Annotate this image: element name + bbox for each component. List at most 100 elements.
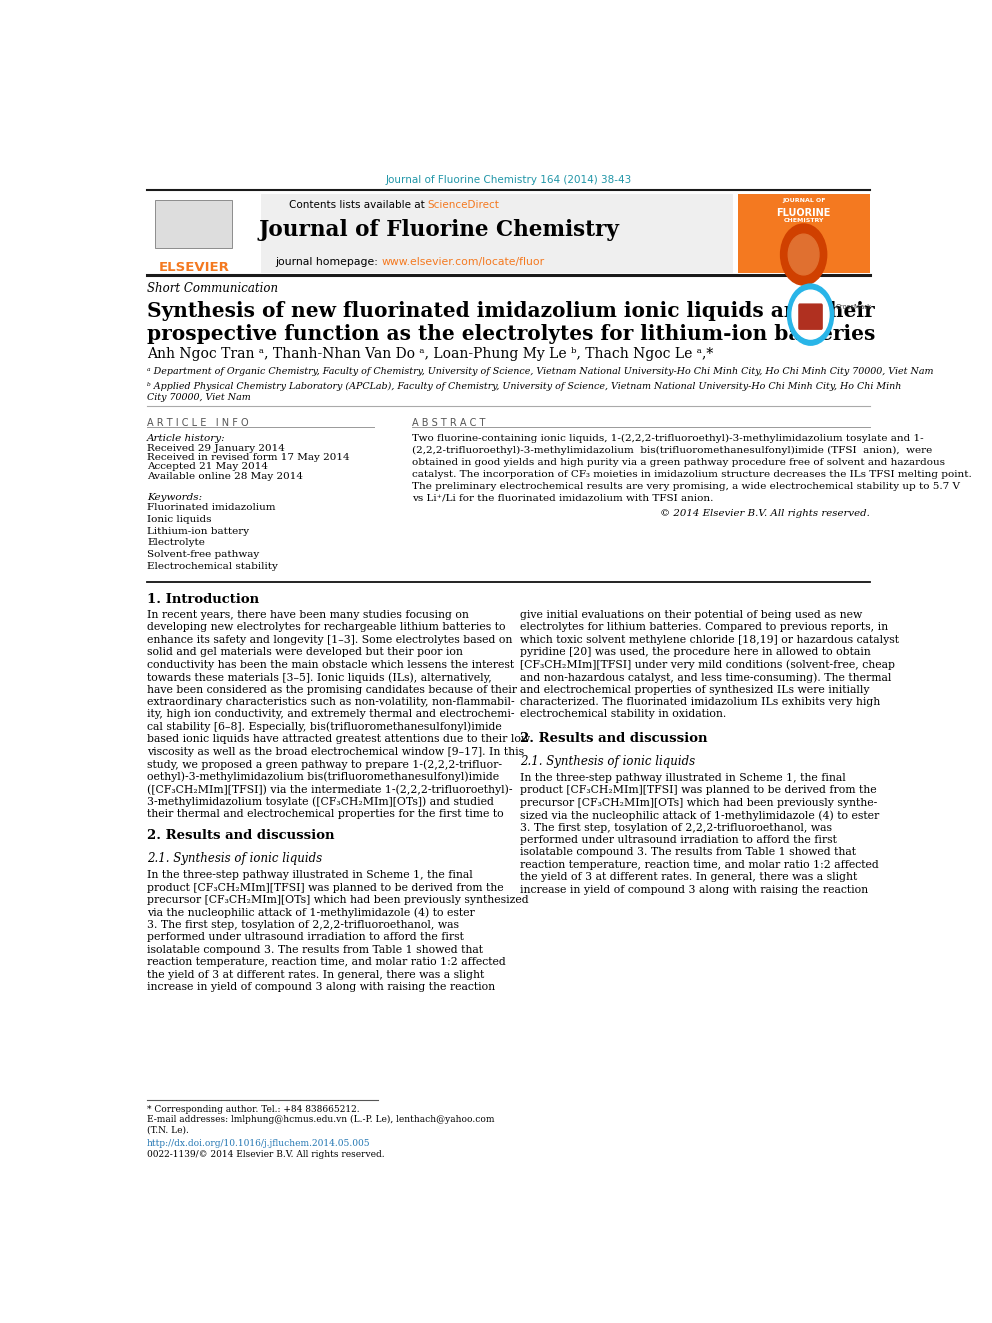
Text: http://dx.doi.org/10.1016/j.jfluchem.2014.05.005: http://dx.doi.org/10.1016/j.jfluchem.201…	[147, 1139, 371, 1148]
Text: and electrochemical properties of synthesized ILs were initially: and electrochemical properties of synthe…	[520, 684, 869, 695]
Text: 0022-1139/© 2014 Elsevier B.V. All rights reserved.: 0022-1139/© 2014 Elsevier B.V. All right…	[147, 1150, 385, 1159]
Text: product [CF₃CH₂MIm][TFSI] was planned to be derived from the: product [CF₃CH₂MIm][TFSI] was planned to…	[147, 882, 504, 893]
Text: oethyl)-3-methylimidazolium bis(trifluoromethanesulfonyl)imide: oethyl)-3-methylimidazolium bis(trifluor…	[147, 771, 499, 782]
Text: increase in yield of compound 3 along with raising the reaction: increase in yield of compound 3 along wi…	[520, 885, 868, 894]
Text: Received in revised form 17 May 2014: Received in revised form 17 May 2014	[147, 454, 350, 462]
Text: Solvent-free pathway: Solvent-free pathway	[147, 550, 259, 558]
Text: their thermal and electrochemical properties for the first time to: their thermal and electrochemical proper…	[147, 808, 504, 819]
Text: JOURNAL OF: JOURNAL OF	[782, 198, 825, 204]
Text: characterized. The fluorinated imidazolium ILs exhibits very high: characterized. The fluorinated imidazoli…	[520, 697, 880, 706]
Text: ScienceDirect: ScienceDirect	[428, 200, 500, 209]
Text: Lithium-ion battery: Lithium-ion battery	[147, 527, 249, 536]
Text: ᵇ Applied Physical Chemistry Laboratory (APCLab), Faculty of Chemistry, Universi: ᵇ Applied Physical Chemistry Laboratory …	[147, 382, 902, 392]
Text: 2.1. Synthesis of ionic liquids: 2.1. Synthesis of ionic liquids	[520, 754, 695, 767]
Text: www.elsevier.com/locate/fluor: www.elsevier.com/locate/fluor	[382, 257, 545, 266]
Text: Contents lists available at: Contents lists available at	[289, 200, 428, 209]
Text: Electrolyte: Electrolyte	[147, 538, 205, 548]
Circle shape	[792, 290, 829, 339]
Text: based ionic liquids have attracted greatest attentions due to their low: based ionic liquids have attracted great…	[147, 734, 530, 745]
Text: reaction temperature, reaction time, and molar ratio 1:2 affected: reaction temperature, reaction time, and…	[147, 958, 506, 967]
Text: 3-methylimidazolium tosylate ([CF₃CH₂MIm][OTs]) and studied: 3-methylimidazolium tosylate ([CF₃CH₂MIm…	[147, 796, 494, 807]
Text: Synthesis of new fluorinated imidazolium ionic liquids and their: Synthesis of new fluorinated imidazolium…	[147, 302, 875, 321]
Text: Accepted 21 May 2014: Accepted 21 May 2014	[147, 462, 268, 471]
Bar	[155, 200, 231, 249]
Text: In recent years, there have been many studies focusing on: In recent years, there have been many st…	[147, 610, 469, 620]
Text: product [CF₃CH₂MIm][TFSI] was planned to be derived from the: product [CF₃CH₂MIm][TFSI] was planned to…	[520, 786, 877, 795]
Text: Article history:: Article history:	[147, 434, 226, 443]
Text: A B S T R A C T: A B S T R A C T	[413, 418, 486, 427]
Text: CHEMISTRY: CHEMISTRY	[784, 218, 824, 222]
Text: Two fluorine-containing ionic liquids, 1-(2,2,2-trifluoroethyl)-3-methylimidazol: Two fluorine-containing ionic liquids, 1…	[413, 434, 924, 443]
Text: In the three-step pathway illustrated in Scheme 1, the final: In the three-step pathway illustrated in…	[147, 871, 473, 880]
Circle shape	[789, 234, 819, 275]
Text: via the nucleophilic attack of 1-methylimidazole (4) to ester: via the nucleophilic attack of 1-methyli…	[147, 908, 475, 918]
FancyBboxPatch shape	[147, 194, 733, 273]
Text: FLUORINE: FLUORINE	[777, 208, 831, 218]
Text: reaction temperature, reaction time, and molar ratio 1:2 affected: reaction temperature, reaction time, and…	[520, 860, 879, 869]
Text: 2. Results and discussion: 2. Results and discussion	[147, 830, 334, 843]
FancyBboxPatch shape	[737, 194, 870, 273]
Text: viscosity as well as the broad electrochemical window [9–17]. In this: viscosity as well as the broad electroch…	[147, 746, 524, 757]
Text: vs Li⁺/Li for the fluorinated imidazolium with TFSI anion.: vs Li⁺/Li for the fluorinated imidazoliu…	[413, 493, 713, 503]
Text: The preliminary electrochemical results are very promising, a wide electrochemic: The preliminary electrochemical results …	[413, 482, 960, 491]
Text: and non-hazardous catalyst, and less time-consuming). The thermal: and non-hazardous catalyst, and less tim…	[520, 672, 891, 683]
Text: precursor [CF₃CH₂MIm][OTs] which had been previously synthe-: precursor [CF₃CH₂MIm][OTs] which had bee…	[520, 798, 877, 808]
Text: the yield of 3 at different rates. In general, there was a slight: the yield of 3 at different rates. In ge…	[147, 970, 484, 979]
Text: cal stability [6–8]. Especially, bis(trifluoromethanesulfonyl)imide: cal stability [6–8]. Especially, bis(tri…	[147, 722, 502, 733]
Text: Ionic liquids: Ionic liquids	[147, 515, 211, 524]
Text: study, we proposed a green pathway to prepare 1-(2,2,2-trifluor-: study, we proposed a green pathway to pr…	[147, 759, 502, 770]
Text: solid and gel materials were developed but their poor ion: solid and gel materials were developed b…	[147, 647, 463, 658]
Text: © 2014 Elsevier B.V. All rights reserved.: © 2014 Elsevier B.V. All rights reserved…	[660, 509, 870, 519]
Text: A R T I C L E   I N F O: A R T I C L E I N F O	[147, 418, 249, 427]
Text: conductivity has been the main obstacle which lessens the interest: conductivity has been the main obstacle …	[147, 660, 514, 669]
Text: Short Communication: Short Communication	[147, 282, 278, 295]
Text: obtained in good yields and high purity via a green pathway procedure free of so: obtained in good yields and high purity …	[413, 458, 945, 467]
Text: 3. The first step, tosylation of 2,2,2-trifluoroethanol, was: 3. The first step, tosylation of 2,2,2-t…	[147, 919, 459, 930]
Text: ᵃ Department of Organic Chemistry, Faculty of Chemistry, University of Science, : ᵃ Department of Organic Chemistry, Facul…	[147, 366, 933, 376]
Text: Electrochemical stability: Electrochemical stability	[147, 562, 278, 570]
Text: isolatable compound 3. The results from Table 1 showed that: isolatable compound 3. The results from …	[147, 945, 483, 955]
Text: ([CF₃CH₂MIm][TFSI]) via the intermediate 1-(2,2,2-trifluoroethyl)-: ([CF₃CH₂MIm][TFSI]) via the intermediate…	[147, 785, 513, 795]
Text: precursor [CF₃CH₂MIm][OTs] which had been previously synthesized: precursor [CF₃CH₂MIm][OTs] which had bee…	[147, 896, 529, 905]
Text: (2,2,2-trifluoroethyl)-3-methylimidazolium  bis(trifluoromethanesulfonyl)imide (: (2,2,2-trifluoroethyl)-3-methylimidazoli…	[413, 446, 932, 455]
Text: Keywords:: Keywords:	[147, 493, 202, 501]
Text: 3. The first step, tosylation of 2,2,2-trifluoroethanol, was: 3. The first step, tosylation of 2,2,2-t…	[520, 823, 832, 832]
Text: ELSEVIER: ELSEVIER	[159, 261, 229, 274]
Text: isolatable compound 3. The results from Table 1 showed that: isolatable compound 3. The results from …	[520, 848, 856, 857]
Text: ity, high ion conductivity, and extremely thermal and electrochemi-: ity, high ion conductivity, and extremel…	[147, 709, 515, 720]
Text: Journal of Fluorine Chemistry: Journal of Fluorine Chemistry	[259, 218, 620, 241]
Text: the yield of 3 at different rates. In general, there was a slight: the yield of 3 at different rates. In ge…	[520, 872, 857, 882]
Text: performed under ultrasound irradiation to afford the first: performed under ultrasound irradiation t…	[147, 933, 464, 942]
Text: developing new electrolytes for rechargeable lithium batteries to: developing new electrolytes for recharge…	[147, 623, 506, 632]
Text: catalyst. The incorporation of CF₃ moieties in imidazolium structure decreases t: catalyst. The incorporation of CF₃ moiet…	[413, 470, 972, 479]
Text: have been considered as the promising candidates because of their: have been considered as the promising ca…	[147, 684, 517, 695]
FancyBboxPatch shape	[147, 194, 261, 273]
Text: * Corresponding author. Tel.: +84 838665212.: * Corresponding author. Tel.: +84 838665…	[147, 1105, 360, 1114]
Text: performed under ultrasound irradiation to afford the first: performed under ultrasound irradiation t…	[520, 835, 837, 845]
Text: CrossMark: CrossMark	[835, 304, 871, 311]
Text: towards these materials [3–5]. Ionic liquids (ILs), alternatively,: towards these materials [3–5]. Ionic liq…	[147, 672, 492, 683]
Circle shape	[781, 224, 826, 284]
Text: electrochemical stability in oxidation.: electrochemical stability in oxidation.	[520, 709, 726, 720]
Text: 1. Introduction: 1. Introduction	[147, 593, 259, 606]
Text: extraordinary characteristics such as non-volatility, non-flammabil-: extraordinary characteristics such as no…	[147, 697, 515, 706]
Text: sized via the nucleophilic attack of 1-methylimidazole (4) to ester: sized via the nucleophilic attack of 1-m…	[520, 810, 879, 820]
Text: Fluorinated imidazolium: Fluorinated imidazolium	[147, 503, 276, 512]
Text: E-mail addresses: lmlphung@hcmus.edu.vn (L.-P. Le), lenthach@yahoo.com: E-mail addresses: lmlphung@hcmus.edu.vn …	[147, 1115, 495, 1125]
Text: 2.1. Synthesis of ionic liquids: 2.1. Synthesis of ionic liquids	[147, 852, 322, 865]
Text: give initial evaluations on their potential of being used as new: give initial evaluations on their potent…	[520, 610, 862, 620]
Text: which toxic solvent methylene chloride [18,19] or hazardous catalyst: which toxic solvent methylene chloride […	[520, 635, 899, 644]
Text: Received 29 January 2014: Received 29 January 2014	[147, 445, 285, 452]
Text: journal homepage:: journal homepage:	[275, 257, 382, 266]
Text: [CF₃CH₂MIm][TFSI] under very mild conditions (solvent-free, cheap: [CF₃CH₂MIm][TFSI] under very mild condit…	[520, 660, 895, 671]
Text: In the three-step pathway illustrated in Scheme 1, the final: In the three-step pathway illustrated in…	[520, 773, 846, 783]
Text: City 70000, Viet Nam: City 70000, Viet Nam	[147, 393, 251, 402]
FancyBboxPatch shape	[799, 303, 822, 329]
Text: increase in yield of compound 3 along with raising the reaction: increase in yield of compound 3 along wi…	[147, 982, 495, 992]
Text: electrolytes for lithium batteries. Compared to previous reports, in: electrolytes for lithium batteries. Comp…	[520, 623, 888, 632]
Text: Available online 28 May 2014: Available online 28 May 2014	[147, 471, 304, 480]
Circle shape	[788, 284, 833, 345]
Text: (T.N. Le).: (T.N. Le).	[147, 1126, 188, 1135]
Text: pyridine [20] was used, the procedure here in allowed to obtain: pyridine [20] was used, the procedure he…	[520, 647, 871, 658]
Text: prospective function as the electrolytes for lithium-ion batteries: prospective function as the electrolytes…	[147, 324, 875, 344]
